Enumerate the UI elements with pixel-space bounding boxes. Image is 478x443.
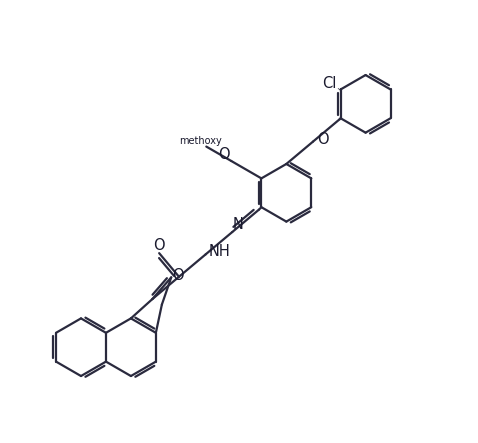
Text: N: N — [233, 217, 244, 232]
Text: O: O — [173, 268, 184, 283]
Text: O: O — [218, 147, 230, 162]
Text: Cl: Cl — [323, 76, 337, 91]
Text: O: O — [317, 132, 329, 147]
Text: O: O — [153, 238, 165, 253]
Text: methoxy: methoxy — [179, 136, 222, 146]
Text: NH: NH — [209, 244, 230, 259]
